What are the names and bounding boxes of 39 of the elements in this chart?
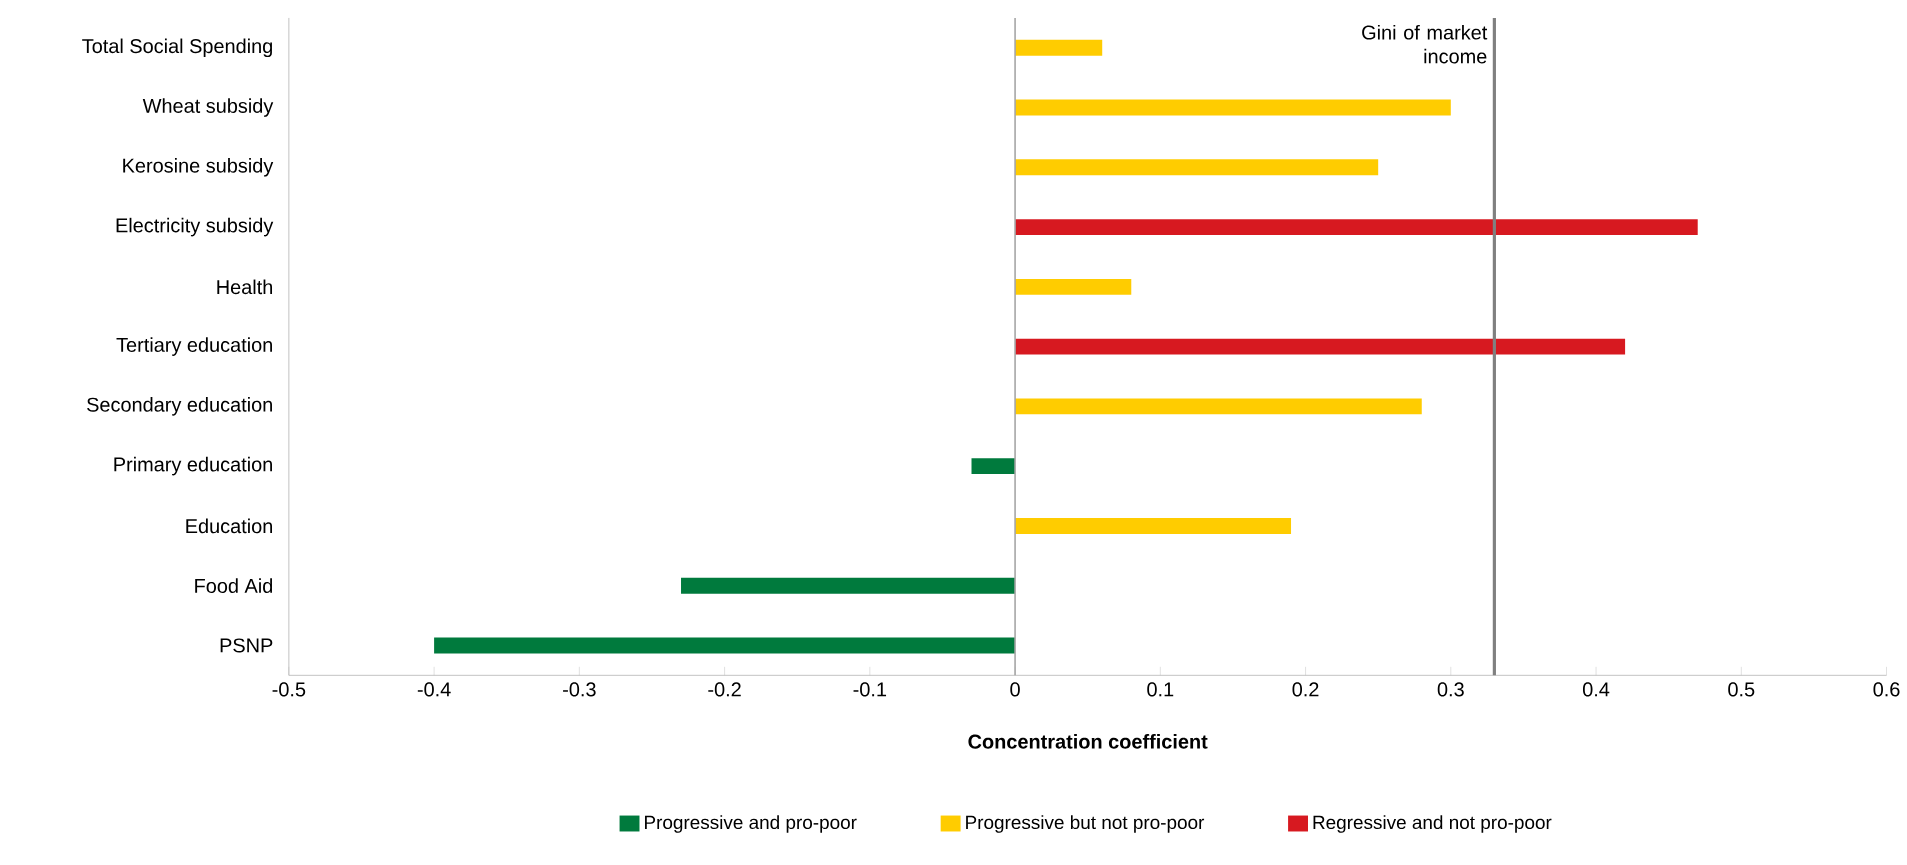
x-tick-label: -0.1 [853,682,887,697]
y-tick-label: Wheat subsidy [142,98,274,118]
bar [1015,159,1379,176]
x-tick-label: 0 [1010,682,1020,697]
y-tick-label: Education [186,518,273,534]
x-tick-label: 0.1 [1147,682,1174,697]
y-tick-label: Tertiary education [116,337,272,357]
bar [1015,518,1292,535]
x-tick-label: -0.2 [708,682,741,697]
bar [1015,99,1451,116]
y-tick-label: Total Social Spending [82,38,272,58]
bar [1015,40,1103,56]
bar [971,458,1016,475]
bar [681,577,1016,594]
x-tick-label: -0.3 [563,682,596,697]
y-tick-label: Primary education [114,457,272,476]
y-tick-label: Kerosine subsidy [123,158,274,177]
bar [1015,338,1626,355]
y-tick-label: PSNP [220,638,273,653]
bar [1015,219,1698,236]
bar [434,637,1016,654]
y-tick-label: Food Aid [195,578,273,594]
y-tick-label: Health [217,279,273,295]
bar [1015,279,1132,296]
x-tick-label: 0.6 [1873,682,1900,697]
y-tick-label: Electricity subsidy [116,218,274,237]
legend-label: Progressive but not pro-poor [966,815,1205,834]
legend-label: Regressive and not pro-poor [1313,815,1552,834]
x-tick-label: 0.2 [1292,682,1319,697]
legend-label: Progressive and pro-poor [645,815,857,834]
bar [1015,398,1422,415]
x-tick-label: 0.5 [1728,682,1755,697]
x-tick-label: 0.4 [1582,682,1610,697]
x-tick-label: -0.4 [417,682,451,697]
y-tick-label: Secondary education [87,397,272,416]
x-tick-label: 0.3 [1437,682,1464,697]
x-axis-title: Concentration coefficient [968,734,1208,749]
x-tick-label: -0.5 [272,682,306,697]
ref-line-label: Gini of market income [1362,25,1488,64]
